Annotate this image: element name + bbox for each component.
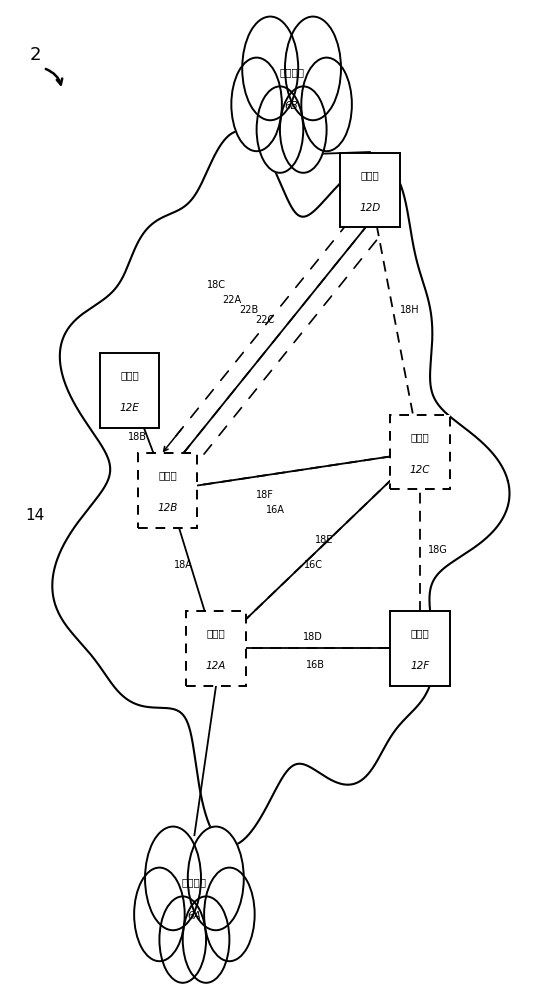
Text: 2: 2 — [29, 46, 41, 64]
Text: 16B: 16B — [306, 660, 326, 670]
Circle shape — [159, 896, 206, 983]
Text: 12A: 12A — [206, 661, 226, 671]
Text: 12D: 12D — [359, 203, 381, 213]
Text: 16A: 16A — [266, 505, 285, 515]
FancyBboxPatch shape — [186, 610, 246, 686]
Text: 18E: 18E — [315, 535, 333, 545]
Text: 22B: 22B — [239, 305, 258, 315]
Text: 12E: 12E — [120, 403, 139, 413]
Text: 路由器: 路由器 — [158, 470, 177, 480]
Text: 18F: 18F — [255, 490, 274, 500]
Text: 客户网络: 客户网络 — [182, 877, 207, 887]
Circle shape — [183, 896, 230, 983]
Text: 路由器: 路由器 — [207, 628, 225, 638]
Text: 14: 14 — [25, 508, 45, 522]
Circle shape — [242, 17, 298, 120]
Circle shape — [256, 86, 303, 173]
Text: 18C: 18C — [206, 280, 226, 290]
FancyBboxPatch shape — [390, 610, 450, 686]
Text: 6A: 6A — [187, 911, 201, 921]
Circle shape — [231, 58, 282, 151]
Circle shape — [188, 827, 244, 930]
Text: 18B: 18B — [128, 432, 147, 442]
FancyBboxPatch shape — [340, 152, 400, 227]
Text: 6B: 6B — [285, 101, 299, 111]
FancyBboxPatch shape — [390, 414, 450, 489]
Circle shape — [145, 827, 201, 930]
Text: 18A: 18A — [174, 560, 193, 570]
Text: 18G: 18G — [428, 545, 447, 555]
Text: 12B: 12B — [157, 503, 178, 513]
Circle shape — [204, 868, 255, 961]
Text: 路由器: 路由器 — [411, 432, 429, 442]
Circle shape — [301, 58, 352, 151]
FancyBboxPatch shape — [100, 353, 159, 428]
Text: 12F: 12F — [410, 661, 430, 671]
Text: 客户网络: 客户网络 — [279, 67, 304, 77]
Circle shape — [285, 17, 341, 120]
Text: 路由器: 路由器 — [411, 628, 429, 638]
Text: 路由器: 路由器 — [361, 170, 379, 180]
Text: 12C: 12C — [410, 465, 430, 475]
FancyBboxPatch shape — [138, 452, 197, 527]
Circle shape — [280, 86, 327, 173]
Polygon shape — [52, 131, 510, 846]
Text: 16C: 16C — [303, 560, 323, 570]
Text: 22A: 22A — [222, 295, 242, 305]
Circle shape — [134, 868, 185, 961]
Text: 22C: 22C — [255, 315, 274, 325]
Text: 18D: 18D — [303, 632, 323, 642]
Text: 路由器: 路由器 — [120, 370, 139, 380]
Text: 18H: 18H — [400, 305, 419, 315]
